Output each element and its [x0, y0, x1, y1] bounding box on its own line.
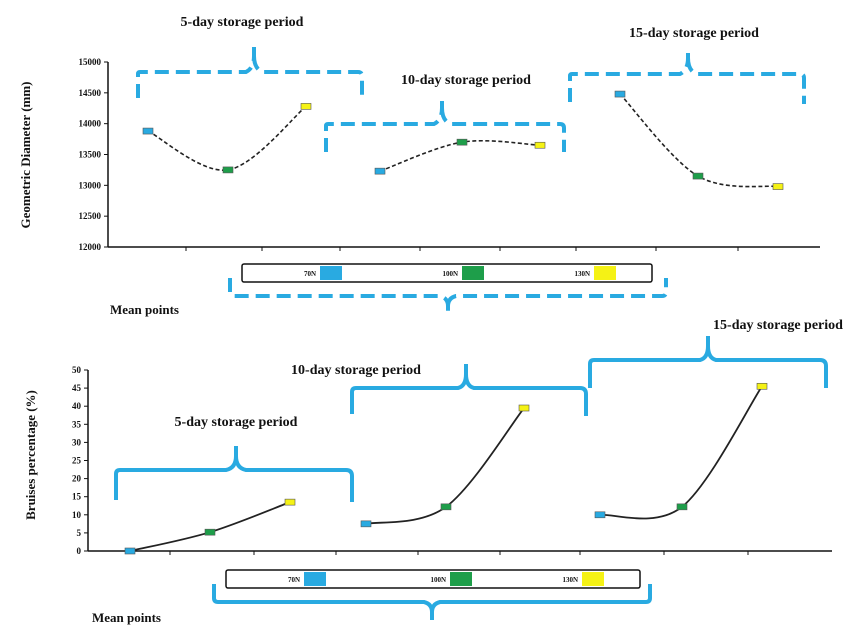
top-series-3-point-3	[772, 183, 784, 190]
bottom-y-tick-label: 5	[77, 528, 82, 538]
bottom-bracket-10-day	[350, 364, 588, 416]
bottom-legend-label-130n: 130N	[562, 576, 578, 584]
bottom-y-tick-label: 20	[72, 474, 82, 484]
top-series-3-point-1	[614, 90, 626, 98]
top-series-3-point-2	[692, 172, 704, 180]
top-series-1-point-1	[142, 127, 154, 135]
bottom-y-tick-label: 15	[72, 492, 82, 502]
bottom-y-tick-label: 10	[72, 510, 82, 520]
bottom-label-5-day: 5-day storage period	[175, 415, 298, 430]
bottom-legend-swatch-130n	[582, 572, 604, 586]
top-legend: 70N 100N 130N	[241, 263, 653, 283]
bottom-y-tick-label: 30	[72, 437, 82, 447]
bottom-y-tick-label: 40	[72, 401, 82, 411]
top-legend-swatch-130n	[594, 266, 616, 280]
top-label-10-day: 10-day storage period	[401, 73, 531, 88]
bottom-legend-label-70n: 70N	[288, 576, 300, 584]
top-series-2-point-1	[374, 167, 386, 175]
top-legend-label-100n: 100N	[442, 270, 458, 278]
top-series-line-1	[147, 105, 307, 171]
top-legend-swatch-100n	[462, 266, 484, 280]
top-series-2-point-2	[456, 138, 468, 146]
bottom-series-1-point-3	[284, 498, 296, 506]
bottom-legend-swatch-100n	[450, 572, 472, 586]
top-y-tick-label: 13000	[79, 180, 102, 190]
top-label-15-day: 15-day storage period	[629, 26, 759, 41]
top-bracket-5-day	[136, 47, 364, 98]
top-series-line-3	[619, 93, 779, 188]
top-series-1-point-2	[222, 166, 234, 174]
bottom-label-10-day: 10-day storage period	[291, 363, 421, 378]
top-series-2-point-3	[534, 141, 546, 149]
bottom-series-2-point-2	[440, 503, 452, 511]
bottom-bracket-15-day	[588, 336, 828, 388]
bottom-series-line-1	[129, 501, 291, 552]
bottom-legend-swatch-70n	[304, 572, 326, 586]
bottom-series-3-point-3	[756, 382, 768, 390]
bottom-y-tick-label: 50	[72, 365, 82, 375]
top-y-axis-label: Geometric Diameter (mm)	[18, 81, 33, 228]
bottom-y-axis-label: Bruises percentage (%)	[23, 390, 38, 520]
bottom-legend-bracket	[212, 584, 652, 620]
bruises-percentage-chart: Bruises percentage (%) 0 5 10 15 20 25 30 35 40 4…	[23, 318, 843, 625]
top-series-1-point-3	[300, 103, 312, 110]
bottom-y-tick-label: 25	[72, 456, 82, 466]
top-y-tick-label: 15000	[79, 57, 102, 67]
top-legend-label-130n: 130N	[574, 270, 590, 278]
top-x-axis-label: Mean points	[110, 302, 179, 317]
top-y-tick-label: 14000	[79, 119, 102, 129]
top-bracket-15-day	[568, 48, 806, 104]
bottom-series-2-point-3	[518, 404, 530, 412]
top-legend-swatch-70n	[320, 266, 342, 280]
bottom-legend-label-100n: 100N	[430, 576, 446, 584]
bottom-y-tick-label: 35	[72, 419, 82, 429]
bottom-bracket-5-day	[114, 446, 354, 502]
top-y-tick-label: 12500	[79, 211, 102, 221]
bottom-series-2-point-1	[360, 520, 372, 528]
bottom-y-tick-label: 0	[77, 546, 82, 556]
geometric-diameter-chart: Geometric Diameter (mm) 12000 12500 13000 1…	[18, 15, 820, 317]
bottom-label-15-day: 15-day storage period	[713, 318, 843, 333]
top-label-5-day: 5-day storage period	[181, 15, 304, 30]
bottom-series-1-point-2	[204, 528, 216, 536]
top-y-tick-label: 14500	[79, 88, 102, 98]
top-legend-bracket	[228, 278, 668, 314]
top-legend-label-70n: 70N	[304, 270, 316, 278]
bottom-series-3-point-2	[676, 503, 688, 511]
bottom-x-axis-label: Mean points	[92, 610, 161, 625]
bottom-y-tick-label: 45	[72, 383, 82, 393]
bottom-series-1-point-1	[124, 547, 136, 555]
top-y-tick-label: 12000	[79, 242, 102, 252]
top-y-tick-label: 13500	[79, 150, 102, 160]
top-bracket-10-day	[324, 100, 566, 152]
bottom-legend: 70N 100N 130N	[225, 569, 641, 589]
bottom-series-line-3	[599, 385, 763, 520]
bottom-series-3-point-1	[594, 511, 606, 519]
